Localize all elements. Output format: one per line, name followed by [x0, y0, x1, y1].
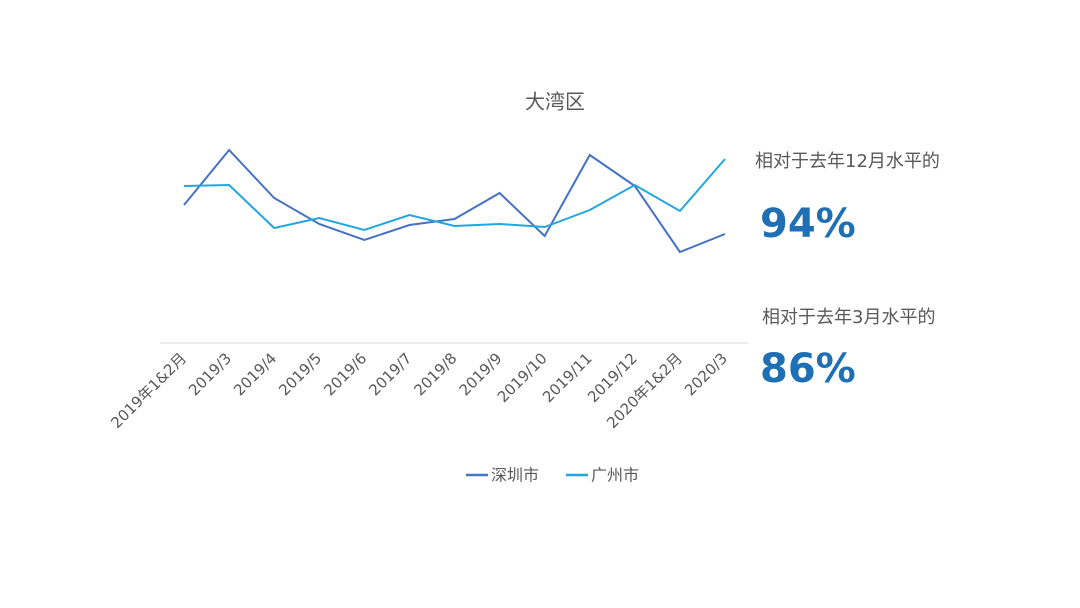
legend-label: 广州市 — [591, 466, 639, 485]
x-tick-label: 2019/8 — [410, 349, 460, 399]
legend-label: 深圳市 — [491, 466, 539, 485]
x-tick-label: 2019/5 — [275, 349, 325, 399]
x-tick-label: 2020/3 — [681, 349, 731, 399]
chart-title: 大湾区 — [525, 90, 585, 114]
annotation-text: 相对于去年3月水平的 — [762, 307, 935, 328]
annotation-text: 相对于去年12月水平的 — [755, 151, 940, 172]
line-series — [183, 148, 726, 254]
x-tick-label: 2019年1&2月 — [107, 349, 190, 432]
x-tick-label: 2019/4 — [230, 349, 280, 399]
x-tick-label: 2019/3 — [185, 349, 235, 399]
x-tick-label: 2019/7 — [365, 349, 415, 399]
annotation-value: 94% — [760, 201, 856, 247]
line-series — [183, 158, 726, 232]
annotation-value: 86% — [760, 346, 856, 392]
x-tick-label: 2019/6 — [320, 349, 370, 399]
